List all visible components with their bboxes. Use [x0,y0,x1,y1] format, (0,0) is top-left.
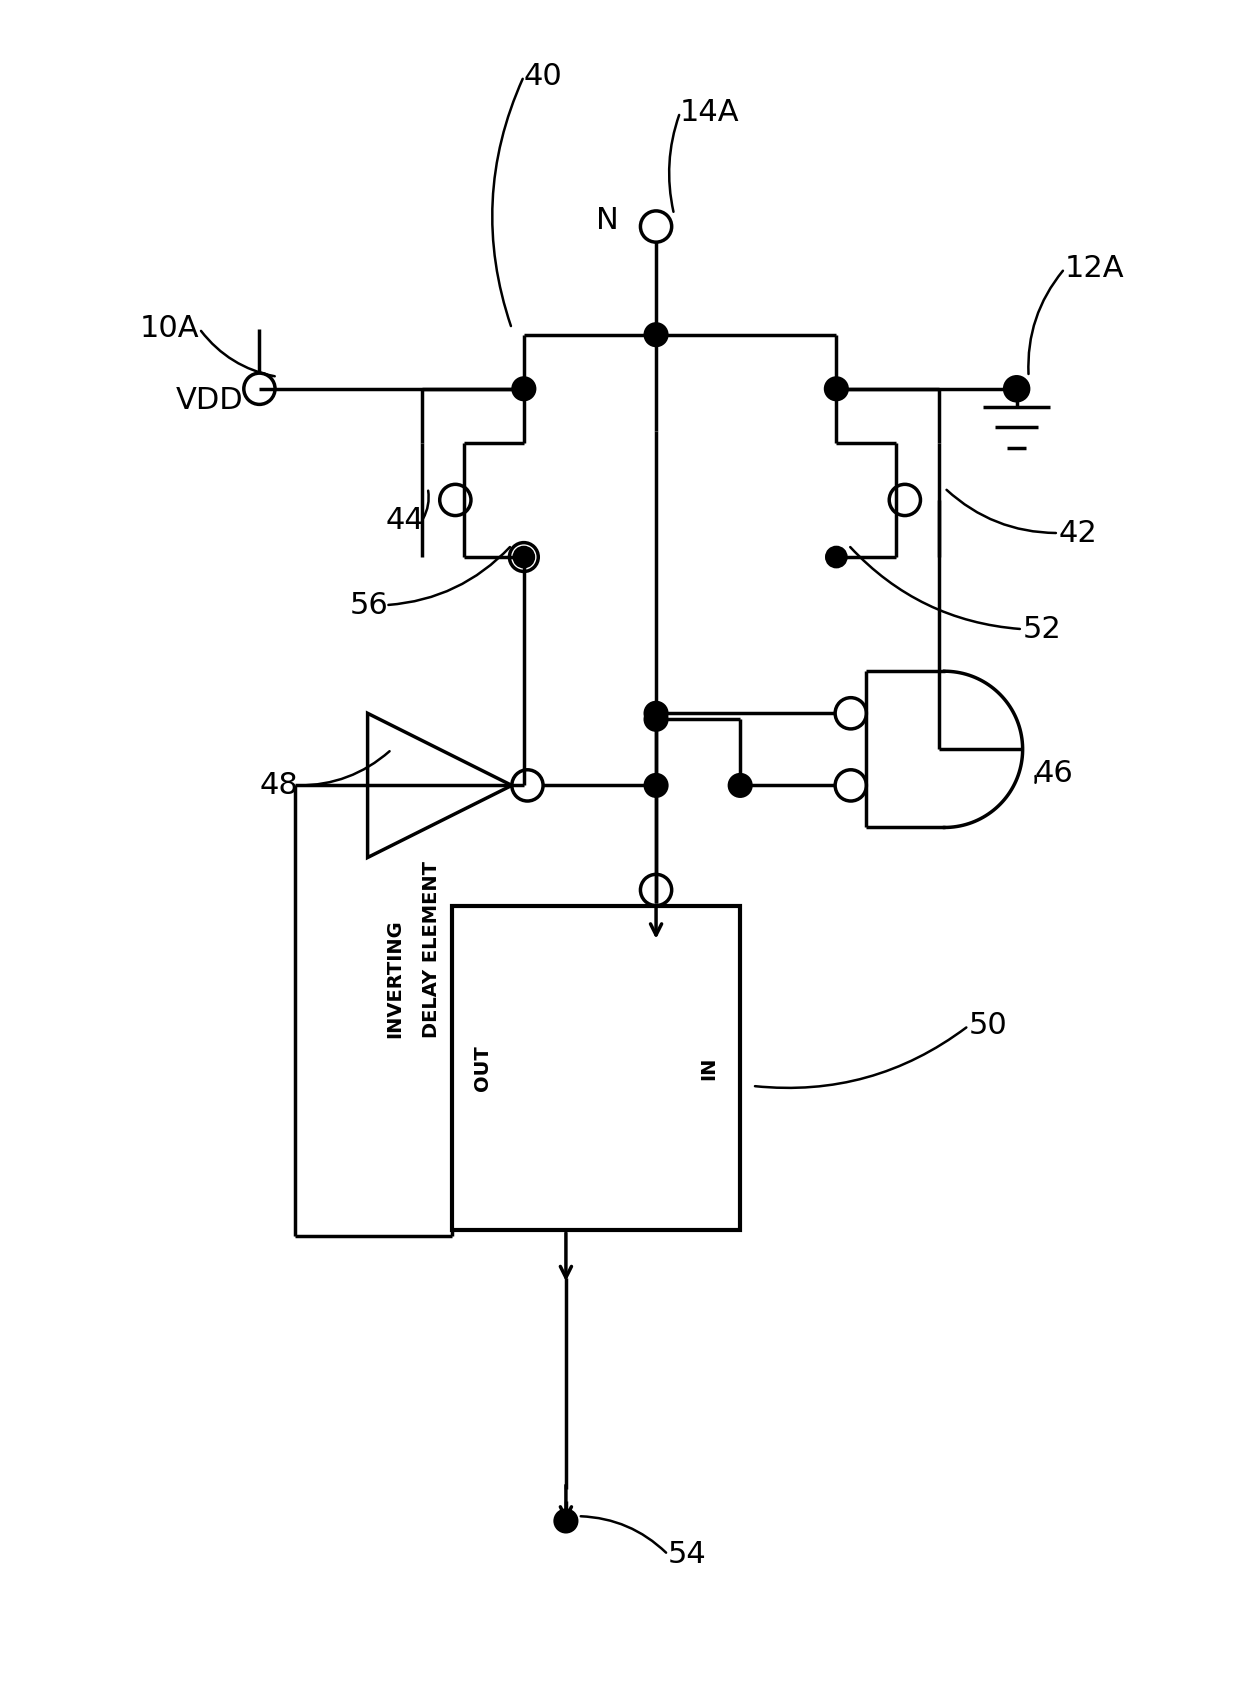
Circle shape [645,774,667,796]
Text: OUT: OUT [474,1045,492,1091]
Circle shape [1004,377,1029,401]
Text: 14A: 14A [680,98,740,127]
Text: 50: 50 [968,1011,1007,1040]
Circle shape [729,774,751,796]
Circle shape [826,379,847,399]
Circle shape [645,709,667,731]
Text: N: N [596,206,619,235]
Text: 12A: 12A [1065,254,1125,282]
Text: 54: 54 [668,1541,707,1569]
Text: 56: 56 [350,590,388,619]
Text: 42: 42 [1059,519,1097,548]
Text: IN: IN [699,1057,718,1079]
Text: 10A: 10A [139,315,198,343]
Text: 46: 46 [1034,759,1074,788]
Circle shape [827,548,846,566]
Text: DELAY ELEMENT: DELAY ELEMENT [422,861,440,1038]
Text: 44: 44 [386,507,424,536]
Text: 48: 48 [259,771,299,800]
Text: INVERTING: INVERTING [386,918,404,1038]
Text: VDD: VDD [175,386,243,416]
Bar [451,906,740,1229]
Circle shape [515,548,533,566]
Text: 52: 52 [1023,614,1061,644]
Circle shape [645,325,667,345]
Circle shape [556,1510,577,1532]
Text: 40: 40 [523,63,563,91]
Circle shape [645,702,667,724]
Circle shape [513,379,534,399]
